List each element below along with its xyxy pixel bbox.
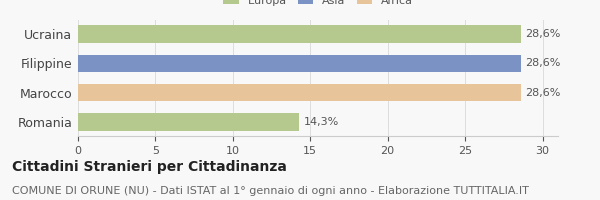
Bar: [78, 84, 521, 101]
Text: 28,6%: 28,6%: [526, 88, 561, 98]
Text: 28,6%: 28,6%: [526, 58, 561, 68]
Legend: Europa, Asia, Africa: Europa, Asia, Africa: [218, 0, 418, 10]
Text: Cittadini Stranieri per Cittadinanza: Cittadini Stranieri per Cittadinanza: [12, 160, 287, 174]
Text: 14,3%: 14,3%: [304, 117, 340, 127]
Bar: [78, 113, 299, 131]
Bar: [78, 25, 521, 43]
Text: COMUNE DI ORUNE (NU) - Dati ISTAT al 1° gennaio di ogni anno - Elaborazione TUTT: COMUNE DI ORUNE (NU) - Dati ISTAT al 1° …: [12, 186, 529, 196]
Bar: [78, 55, 521, 72]
Text: 28,6%: 28,6%: [526, 29, 561, 39]
